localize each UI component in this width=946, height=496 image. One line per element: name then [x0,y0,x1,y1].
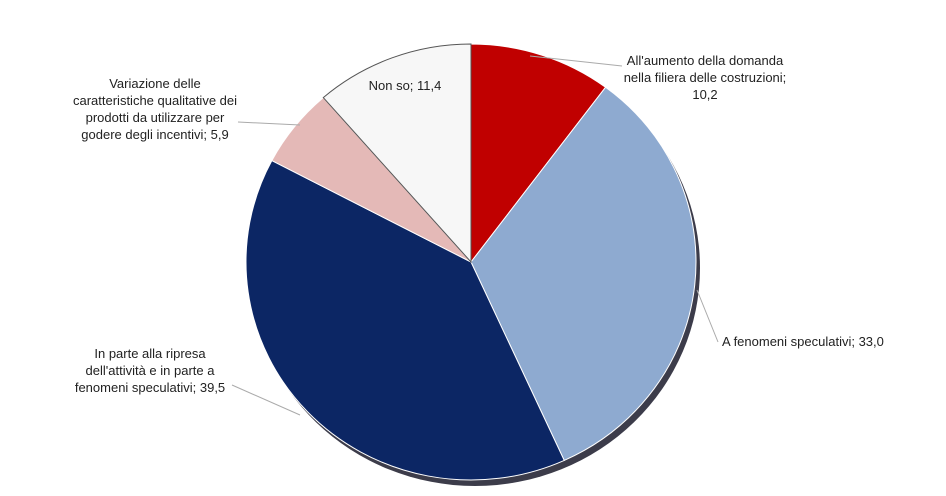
data-label: All'aumento della domanda nella filiera … [623,53,787,102]
data-label: Non so; 11,4 [368,78,442,93]
leader-line [696,289,719,343]
leader-line [231,384,301,416]
leader-line [237,121,301,126]
leader-line [529,55,623,67]
leader-lines [231,55,719,416]
pie-slice [470,86,697,462]
data-label: Variazione delle caratteristiche qualita… [72,76,238,142]
data-label: A fenomeni speculativi; 33,0 [722,334,884,349]
data-label: In parte alla ripresa dell'attività e in… [74,346,226,395]
pie-slice [470,43,607,264]
pie-slice [322,43,472,264]
pie-slice [245,159,565,481]
